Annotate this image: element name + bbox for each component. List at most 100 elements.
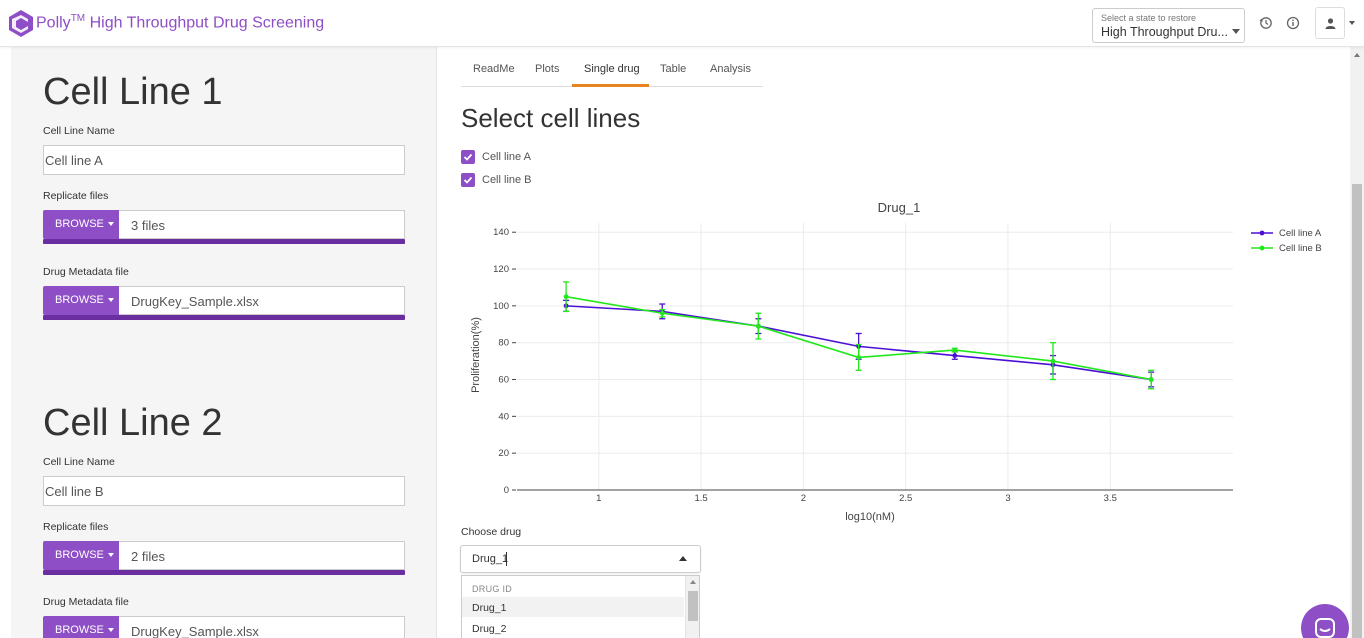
chart-legend: Cell line A Cell line B <box>1251 228 1322 254</box>
chevron-down-icon <box>1232 29 1240 34</box>
scroll-up-arrow-icon[interactable] <box>1354 53 1360 57</box>
user-icon <box>1325 18 1336 29</box>
dropdown-scrollbar[interactable] <box>685 576 699 638</box>
cell-line-b-checkbox-label: Cell line B <box>482 174 532 186</box>
cell-line-2-metadata-file-input: BROWSE DrugKey_Sample.xlsx <box>43 616 405 638</box>
y-tick-label: 140 <box>493 227 509 238</box>
cell-line-1-metadata-file-name: DrugKey_Sample.xlsx <box>119 286 405 315</box>
cell-line-1-replicate-progress-bar <box>43 239 405 244</box>
cell-line-1-replicate-file-name: 3 files <box>119 210 405 239</box>
caret-down-icon <box>107 553 114 558</box>
tab-table[interactable]: Table <box>660 63 687 75</box>
chevron-up-icon[interactable] <box>679 556 687 561</box>
text-cursor <box>506 552 507 566</box>
cell-line-b-checkbox[interactable] <box>461 173 475 187</box>
cell-line-2-metadata-file-name: DrugKey_Sample.xlsx <box>119 616 405 638</box>
caret-down-icon <box>107 222 114 227</box>
checkmark-icon <box>463 176 473 184</box>
dropdown-option-drug-2[interactable]: Drug_2 <box>472 623 507 635</box>
cell-line-2-replicate-browse-button[interactable]: BROWSE <box>43 541 119 570</box>
app-title: PollyTM High Throughput Drug Screening <box>36 13 324 32</box>
tab-analysis[interactable]: Analysis <box>710 63 751 75</box>
tab-readme[interactable]: ReadMe <box>473 63 515 75</box>
legend-marker <box>1259 230 1265 236</box>
x-tick-label: 3 <box>1005 493 1010 504</box>
drug-dropdown-menu: DRUG ID Drug_1 Drug_2 <box>461 575 700 638</box>
app-header: PollyTM High Throughput Drug Screening S… <box>0 0 1364 47</box>
cell-line-1-name-label: Cell Line Name <box>43 125 115 137</box>
legend-entry: Cell line B <box>1279 243 1322 254</box>
x-tick-label: 2 <box>801 493 806 504</box>
checkmark-icon <box>463 153 473 161</box>
page-scrollbar[interactable] <box>1350 47 1364 638</box>
cell-line-1-replicate-browse-button[interactable]: BROWSE <box>43 210 119 239</box>
x-axis-label: log10(nM) <box>845 511 895 523</box>
choose-drug-select[interactable]: Drug_1 <box>460 545 701 573</box>
chat-support-button[interactable] <box>1301 604 1349 638</box>
dropdown-option-drug-1[interactable]: Drug_1 <box>462 597 684 617</box>
choose-drug-label: Choose drug <box>461 526 522 538</box>
cell-line-2-replicate-progress-bar <box>43 570 405 575</box>
cell-line-a-checkbox[interactable] <box>461 150 475 164</box>
cell-line-1-name-input[interactable]: Cell line A <box>43 145 405 175</box>
legend-marker <box>1259 245 1265 251</box>
history-icon[interactable] <box>1258 15 1274 31</box>
trademark-mark: TM <box>70 13 86 24</box>
data-point <box>563 294 569 300</box>
tab-single-drug[interactable]: Single drug <box>584 63 640 75</box>
cell-line-1-replicate-file-input: BROWSE 3 files <box>43 210 405 239</box>
chart-series <box>563 281 1155 390</box>
cell-line-1-metadata-label: Drug Metadata file <box>43 266 129 278</box>
chat-icon <box>1315 618 1335 638</box>
cell-line-2-replicate-file-input: BROWSE 2 files <box>43 541 405 570</box>
data-point <box>659 310 665 316</box>
app-subtitle: High Throughput Drug Screening <box>89 14 325 32</box>
data-point <box>1148 377 1154 382</box>
cell-line-1-replicate-label: Replicate files <box>43 190 109 202</box>
cell-line-2-name-input[interactable]: Cell line B <box>43 476 405 506</box>
dropdown-group-header: DRUG ID <box>472 584 513 594</box>
cell-line-2-metadata-browse-button[interactable]: BROWSE <box>43 616 119 638</box>
y-tick-label: 60 <box>498 375 509 386</box>
active-tab-indicator <box>572 84 649 87</box>
cell-line-1-metadata-progress-bar <box>43 315 405 320</box>
y-axis-label: Proliferation(%) <box>470 317 482 393</box>
x-tick-label: 2.5 <box>899 493 912 504</box>
caret-down-icon <box>107 628 114 633</box>
user-menu-chevron-icon[interactable] <box>1349 21 1355 25</box>
scroll-up-arrow-icon[interactable] <box>690 580 696 584</box>
chart-axes: 0 20 40 60 80 100 120 140 1 1.5 2 2.5 3 3.5 <box>493 227 1233 504</box>
caret-down-icon <box>107 298 114 303</box>
y-tick-label: 40 <box>498 411 509 422</box>
cell-line-2-metadata-label: Drug Metadata file <box>43 596 129 608</box>
choose-drug-value[interactable]: Drug_1 <box>472 553 509 565</box>
restore-state-value: High Throughput Dru... <box>1101 25 1228 39</box>
cell-line-1-title: Cell Line 1 <box>43 71 223 113</box>
cell-line-1-metadata-browse-button[interactable]: BROWSE <box>43 286 119 315</box>
y-tick-label: 0 <box>504 485 509 496</box>
restore-state-label: Select a state to restore <box>1101 13 1197 23</box>
browse-label: BROWSE <box>55 549 104 561</box>
cell-line-2-name-label: Cell Line Name <box>43 456 115 468</box>
restore-state-select[interactable]: Select a state to restore High Throughpu… <box>1092 8 1245 43</box>
data-point <box>952 353 958 358</box>
chart-title: Drug_1 <box>878 200 921 215</box>
drug-response-chart: Drug_1 0 20 40 60 80 100 120 140 1 1.5 2 2.5 3 3.5 lo… <box>470 200 1322 523</box>
info-icon[interactable] <box>1285 15 1301 31</box>
browse-label: BROWSE <box>55 218 104 230</box>
y-tick-label: 20 <box>498 448 509 459</box>
x-tick-label: 3.5 <box>1104 493 1117 504</box>
tab-plots[interactable]: Plots <box>535 63 560 75</box>
cell-line-2-title: Cell Line 2 <box>43 402 223 444</box>
polly-logo-icon <box>9 10 33 37</box>
user-menu-button[interactable] <box>1315 7 1345 39</box>
data-point <box>755 323 761 329</box>
cell-line-1-metadata-file-input: BROWSE DrugKey_Sample.xlsx <box>43 286 405 315</box>
cell-line-input-panel: Cell Line 1 Cell Line Name Cell line A R… <box>11 47 437 638</box>
page-scroll-thumb[interactable] <box>1352 184 1362 638</box>
section-title: Select cell lines <box>461 103 641 133</box>
dropdown-scroll-thumb[interactable] <box>688 591 698 621</box>
x-tick-label: 1 <box>596 493 601 504</box>
x-tick-label: 1.5 <box>695 493 708 504</box>
main-tabs: ReadMe Plots Single drug Table Analysis <box>461 54 763 87</box>
